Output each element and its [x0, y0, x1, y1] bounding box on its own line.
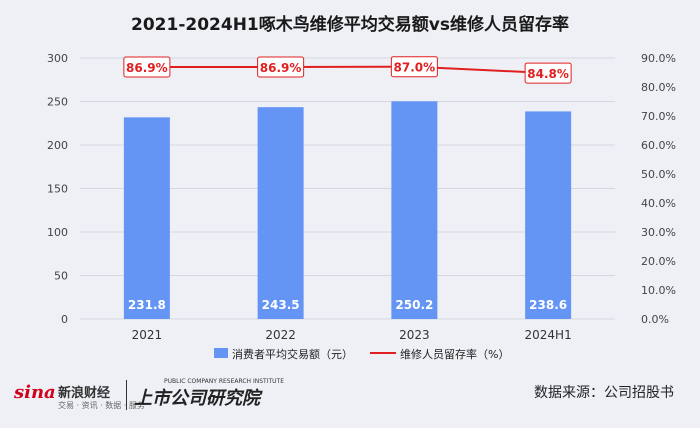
y-right-tick-label: 80.0%: [641, 81, 676, 94]
institute-logo: 上市公司研究院: [134, 388, 260, 409]
sina-finance-tagline: 交易 · 资讯 · 数据 · 服务: [58, 401, 145, 410]
y-left-tick-label: 300: [47, 52, 68, 65]
x-tick-label: 2021: [132, 328, 163, 342]
x-tick-label: 2024H1: [525, 328, 572, 342]
y-right-tick-label: 10.0%: [641, 284, 676, 297]
y-left-tick-label: 0: [61, 313, 68, 326]
line-value-label: 84.8%: [527, 67, 569, 81]
line-value-label: 87.0%: [394, 61, 436, 75]
y-left-tick-label: 50: [54, 270, 68, 283]
line-label-box: [257, 56, 305, 78]
line-label-box: [390, 56, 438, 78]
logo-divider: [126, 380, 127, 410]
line-series: [146, 65, 549, 75]
x-tick-label: 2023: [399, 328, 430, 342]
y-right-tick-label: 20.0%: [641, 255, 676, 268]
line-value-label: 86.9%: [126, 61, 168, 75]
institute-english-name: PUBLIC COMPANY RESEARCH INSTITUTE: [164, 378, 284, 385]
y-left-tick-label: 200: [47, 139, 68, 152]
bar-value-label: 243.5: [262, 298, 300, 312]
x-tick-label: 2022: [265, 328, 296, 342]
sina-logo: sina: [14, 382, 56, 403]
sina-finance-logo-group: sina 新浪财经 交易 · 资讯 · 数据 · 服务 PUBLIC COMPA…: [14, 378, 284, 414]
bar: [391, 101, 438, 320]
line-label-box: [524, 62, 572, 84]
y-left-tick-label: 250: [47, 96, 68, 109]
y-left-tick-label: 100: [47, 226, 68, 239]
line-label-box: [123, 56, 171, 78]
y-right-tick-label: 50.0%: [641, 168, 676, 181]
y-left-tick-label: 150: [47, 183, 68, 196]
bar-value-label: 250.2: [395, 298, 433, 312]
data-source: 数据来源：公司招股书: [534, 385, 674, 401]
chart-title: 2021-2024H1啄木鸟维修平均交易额vs维修人员留存率: [131, 15, 569, 35]
bar-value-label: 238.6: [529, 298, 567, 312]
y-right-tick-label: 60.0%: [641, 139, 676, 152]
legend-bar-swatch: [214, 348, 228, 358]
legend-line-label: 维修人员留存率（%）: [400, 347, 509, 361]
line-value-label: 86.9%: [260, 61, 302, 75]
sina-finance-name: 新浪财经: [58, 386, 111, 401]
y-right-tick-label: 70.0%: [641, 110, 676, 123]
y-right-tick-label: 40.0%: [641, 197, 676, 210]
y-right-tick-label: 90.0%: [641, 52, 676, 65]
bar: [123, 117, 170, 319]
bar: [257, 107, 304, 319]
bar: [525, 111, 572, 319]
y-right-tick-label: 30.0%: [641, 226, 676, 239]
legend-bar-label: 消费者平均交易额（元）: [232, 347, 353, 361]
bar-value-label: 231.8: [128, 298, 166, 312]
y-right-tick-label: 0.0%: [641, 313, 669, 326]
